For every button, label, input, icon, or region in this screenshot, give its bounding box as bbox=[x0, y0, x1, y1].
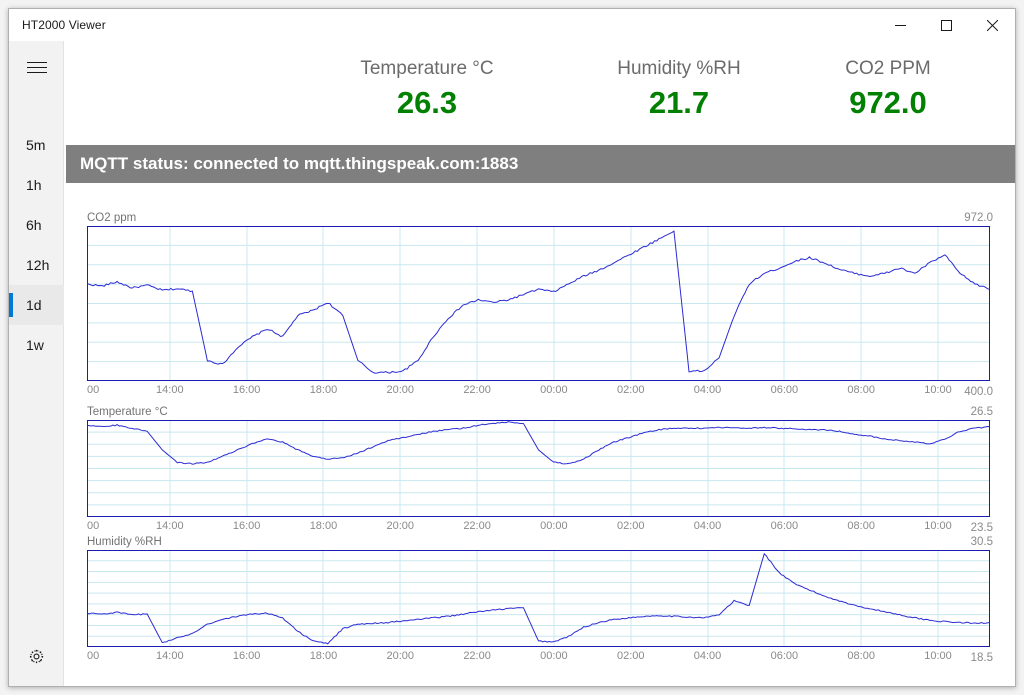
chart-co2-max-label: 972.0 bbox=[964, 212, 993, 224]
chart-humidity[interactable]: Humidity %RH 30.5 18.5 00 14:00 16:00 18:00… bbox=[65, 535, 1015, 665]
maximize-button[interactable] bbox=[923, 9, 969, 41]
chart-co2[interactable]: CO2 ppm 972.0 400.0 00 14:00 16:00 18:00 20:… bbox=[65, 211, 1015, 399]
readout-humidity-label: Humidity %RH bbox=[617, 58, 741, 79]
xtick-label: 16:00 bbox=[232, 520, 261, 532]
xtick-label: 02:00 bbox=[616, 650, 645, 662]
maximize-icon bbox=[940, 19, 952, 31]
xtick-label: 00:00 bbox=[540, 520, 568, 532]
chart-co2-title: CO2 ppm bbox=[87, 212, 137, 224]
chart-co2-plot bbox=[87, 226, 990, 381]
readout-temperature-value: 26.3 bbox=[396, 85, 458, 120]
chart-co2-xaxis: 00 14:00 16:00 18:00 20:00 22:00 00:00 02:00 04:… bbox=[87, 383, 990, 399]
xtick-label: 10:00 bbox=[924, 520, 952, 532]
sidebar-item-6h[interactable]: 6h bbox=[9, 205, 64, 245]
minimize-button[interactable] bbox=[877, 9, 923, 41]
sidebar-item-label: 1w bbox=[26, 337, 44, 353]
sidebar-item-label: 6h bbox=[26, 217, 42, 233]
sidebar-item-label: 5m bbox=[26, 137, 46, 153]
xtick-label: 00:00 bbox=[540, 384, 568, 396]
chart-temperature-plot bbox=[87, 420, 990, 517]
sensor-readouts: Temperature °C 26.3 Humidity %RH 21.7 CO… bbox=[64, 41, 1015, 139]
close-button[interactable] bbox=[969, 9, 1015, 41]
readout-temperature-label: Temperature °C bbox=[360, 58, 494, 79]
readout-co2: CO2 PPM 972.0 bbox=[764, 57, 1012, 123]
app-window: HT2000 Viewer bbox=[8, 8, 1016, 687]
xtick-label: 20:00 bbox=[386, 384, 415, 396]
chart-humidity-title: Humidity %RH bbox=[87, 536, 162, 548]
chart-temperature-xaxis: 00 14:00 16:00 18:00 20:00 22:00 00:00 02:00 04:… bbox=[87, 519, 990, 535]
sidebar-item-label: 1d bbox=[26, 297, 42, 313]
xtick-label: 04:00 bbox=[693, 384, 722, 396]
xtick-label: 06:00 bbox=[770, 384, 799, 396]
gear-icon bbox=[29, 649, 44, 663]
settings-button[interactable] bbox=[9, 634, 64, 678]
charts-container: CO2 ppm 972.0 400.0 00 14:00 16:00 18:00 20:… bbox=[65, 183, 1015, 686]
xtick-label: 14:00 bbox=[156, 650, 184, 662]
xtick-label: 00 bbox=[87, 650, 100, 662]
xtick-label: 08:00 bbox=[847, 650, 875, 662]
readout-co2-label: CO2 PPM bbox=[845, 58, 931, 79]
sidebar-item-1d[interactable]: 1d bbox=[9, 285, 64, 325]
xtick-label: 22:00 bbox=[463, 650, 491, 662]
xtick-label: 10:00 bbox=[924, 384, 952, 396]
title-bar: HT2000 Viewer bbox=[9, 9, 1015, 41]
sidebar-item-label: 12h bbox=[26, 257, 50, 273]
xtick-label: 18:00 bbox=[309, 650, 338, 662]
mqtt-status-text: MQTT status: connected to mqtt.thingspea… bbox=[80, 154, 519, 173]
chart-humidity-plot bbox=[87, 550, 990, 647]
hamburger-icon bbox=[26, 58, 47, 77]
xtick-label: 20:00 bbox=[386, 520, 415, 532]
sidebar: 5m 1h 6h 12h 1d 1w bbox=[9, 41, 64, 686]
xtick-label: 08:00 bbox=[847, 384, 875, 396]
chart-temperature[interactable]: Temperature °C 26.5 23.5 00 14:00 16:00 18:… bbox=[65, 405, 1015, 535]
xtick-label: 04:00 bbox=[693, 650, 722, 662]
menu-toggle-button[interactable] bbox=[9, 47, 64, 87]
sidebar-item-12h[interactable]: 12h bbox=[9, 245, 64, 285]
xtick-label: 00 bbox=[87, 520, 100, 532]
readout-temperature: Temperature °C 26.3 bbox=[302, 57, 552, 123]
xtick-label: 22:00 bbox=[463, 520, 491, 532]
chart-temperature-min-label: 23.5 bbox=[970, 522, 993, 534]
xtick-label: 18:00 bbox=[309, 384, 338, 396]
close-icon bbox=[986, 19, 998, 31]
xtick-label: 18:00 bbox=[309, 520, 338, 532]
xtick-label: 02:00 bbox=[616, 384, 645, 396]
readout-humidity-value: 21.7 bbox=[648, 85, 710, 120]
readout-co2-value: 972.0 bbox=[849, 85, 927, 120]
sidebar-item-1h[interactable]: 1h bbox=[9, 165, 64, 205]
xtick-label: 22:00 bbox=[463, 384, 491, 396]
chart-humidity-max-label: 30.5 bbox=[970, 536, 993, 548]
xtick-label: 08:00 bbox=[847, 520, 875, 532]
time-range-nav: 5m 1h 6h 12h 1d 1w bbox=[9, 125, 64, 365]
xtick-label: 10:00 bbox=[924, 650, 952, 662]
xtick-label: 14:00 bbox=[156, 520, 184, 532]
xtick-label: 14:00 bbox=[156, 384, 184, 396]
chart-humidity-xaxis: 00 14:00 16:00 18:00 20:00 22:00 00:00 02:00 04:… bbox=[87, 649, 990, 665]
minimize-icon bbox=[894, 24, 906, 26]
readout-humidity: Humidity %RH 21.7 bbox=[554, 57, 804, 123]
xtick-label: 00:00 bbox=[540, 650, 568, 662]
sidebar-item-5m[interactable]: 5m bbox=[9, 125, 64, 165]
mqtt-status-bar: MQTT status: connected to mqtt.thingspea… bbox=[66, 145, 1015, 183]
chart-temperature-title: Temperature °C bbox=[87, 406, 168, 418]
xtick-label: 20:00 bbox=[386, 650, 415, 662]
xtick-label: 16:00 bbox=[232, 650, 261, 662]
chart-humidity-min-label: 18.5 bbox=[970, 652, 993, 664]
sidebar-item-label: 1h bbox=[26, 177, 42, 193]
chart-co2-min-label: 400.0 bbox=[964, 386, 993, 398]
window-controls bbox=[877, 9, 1015, 41]
xtick-label: 04:00 bbox=[693, 520, 722, 532]
xtick-label: 06:00 bbox=[770, 520, 799, 532]
xtick-label: 00 bbox=[87, 384, 100, 396]
xtick-label: 06:00 bbox=[770, 650, 799, 662]
xtick-label: 02:00 bbox=[616, 520, 645, 532]
sidebar-item-1w[interactable]: 1w bbox=[9, 325, 64, 365]
chart-temperature-max-label: 26.5 bbox=[970, 406, 993, 418]
window-title: HT2000 Viewer bbox=[22, 18, 106, 32]
xtick-label: 16:00 bbox=[232, 384, 261, 396]
